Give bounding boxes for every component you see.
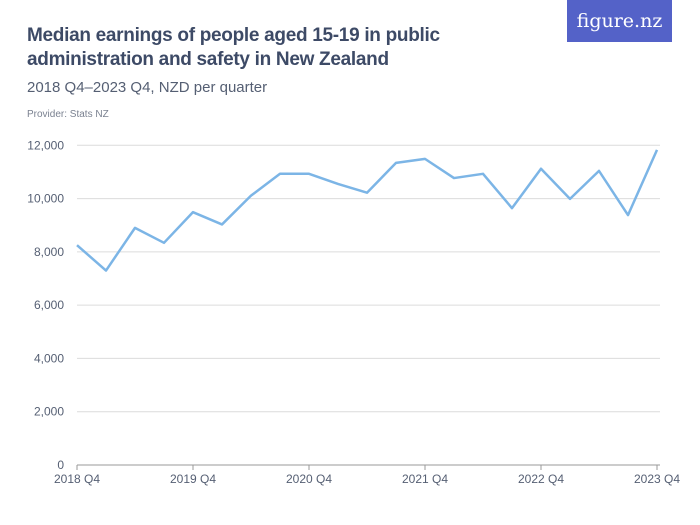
data-point	[133, 226, 137, 230]
x-tick-label: 2023 Q4	[634, 472, 680, 486]
y-tick-label: 12,000	[27, 138, 64, 152]
x-tick-label: 2021 Q4	[402, 472, 448, 486]
data-point	[162, 241, 166, 245]
chart-subtitle: 2018 Q4–2023 Q4, NZD per quarter	[27, 79, 268, 96]
data-point	[394, 161, 398, 165]
data-point	[220, 222, 224, 226]
data-point	[104, 269, 108, 273]
data-point	[597, 169, 601, 173]
y-tick-label: 2,000	[34, 405, 64, 419]
y-tick-label: 4,000	[34, 351, 64, 365]
y-tick-label: 0	[57, 458, 64, 472]
data-point	[191, 210, 195, 214]
data-point	[278, 172, 282, 176]
chart-title: Median earnings of people aged 15-19 in …	[27, 25, 440, 70]
data-point	[539, 167, 543, 171]
x-tick-label: 2022 Q4	[518, 472, 564, 486]
x-tick-label: 2019 Q4	[170, 472, 216, 486]
provider-label: Provider: Stats NZ	[27, 109, 109, 120]
data-point	[626, 213, 630, 217]
data-point	[510, 206, 514, 210]
y-tick-label: 10,000	[27, 192, 64, 206]
data-point	[481, 172, 485, 176]
data-point	[568, 197, 572, 201]
data-point	[365, 191, 369, 195]
y-tick-label: 8,000	[34, 245, 64, 259]
x-tick-label: 2018 Q4	[54, 472, 100, 486]
data-point	[655, 148, 659, 152]
x-tick-label: 2020 Q4	[286, 472, 332, 486]
data-point	[249, 194, 253, 198]
data-point	[307, 172, 311, 176]
y-tick-label: 6,000	[34, 298, 64, 312]
data-point	[452, 176, 456, 180]
data-point	[75, 243, 79, 247]
data-point	[423, 157, 427, 161]
data-point	[336, 182, 340, 186]
series-line	[76, 149, 659, 272]
figure-nz-logo[interactable]: figure.nz	[567, 0, 672, 42]
